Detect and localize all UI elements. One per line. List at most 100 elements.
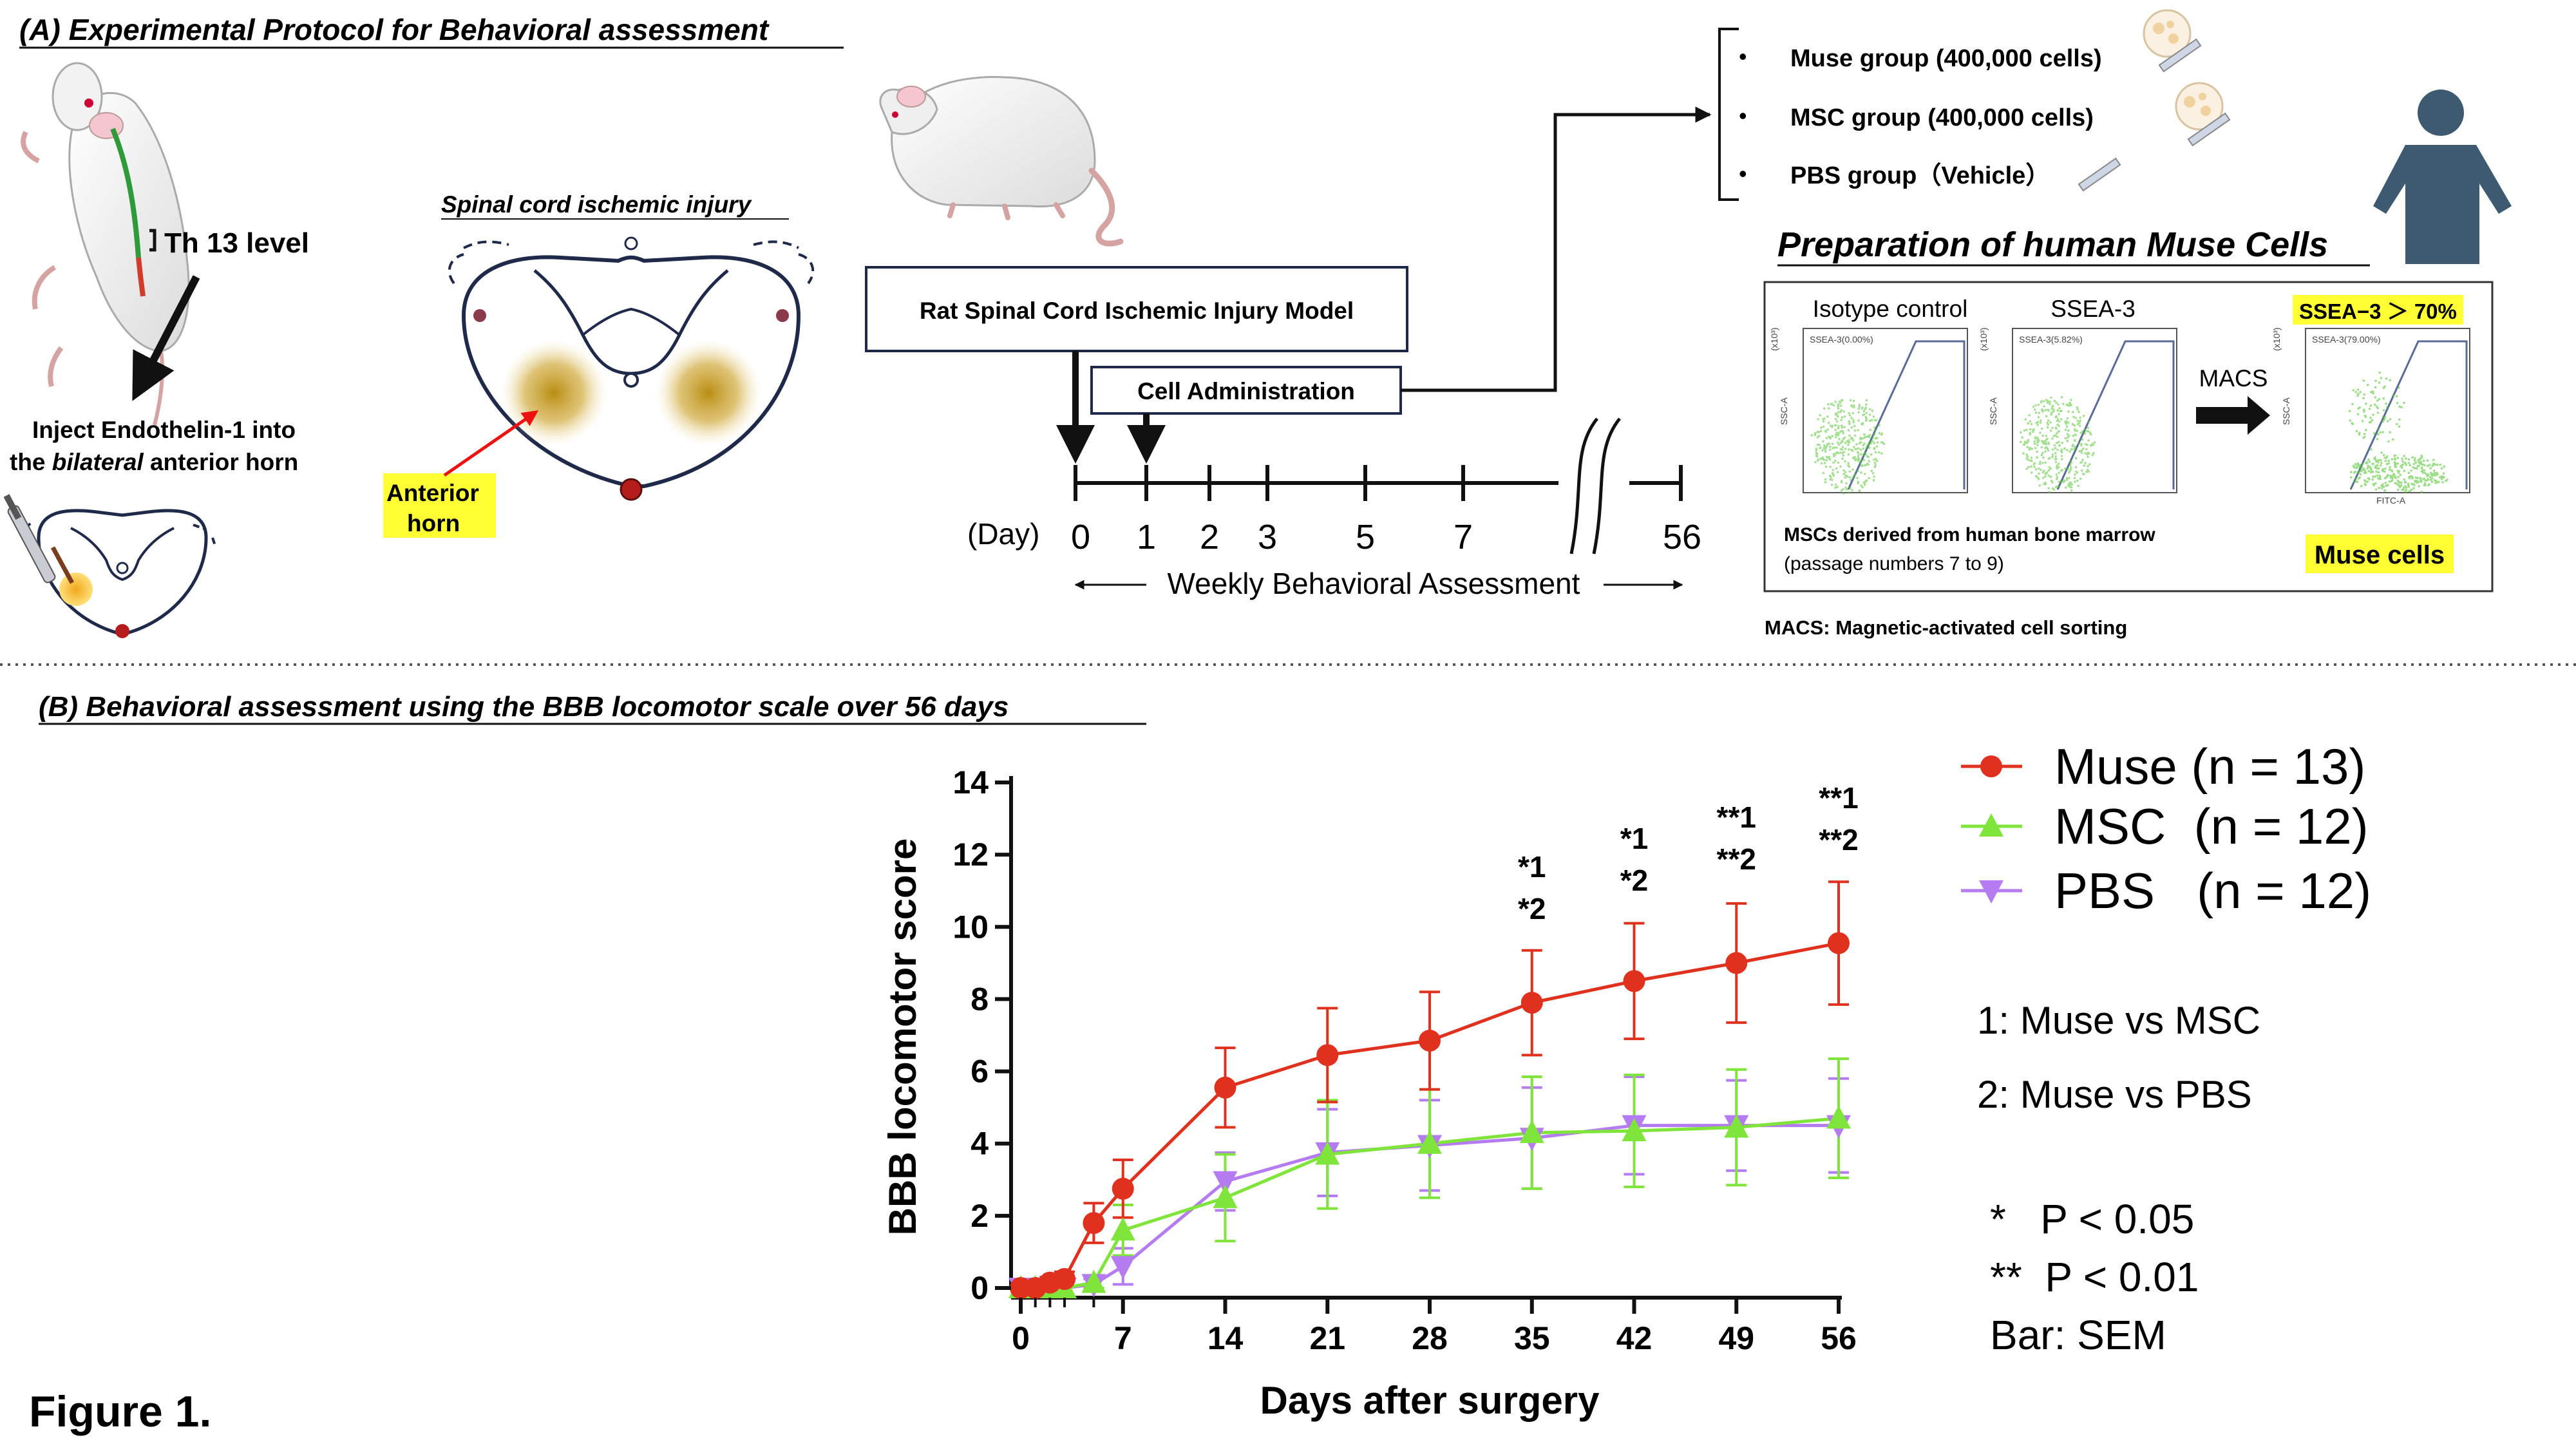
facs-x-sorted: FITC-A — [2376, 495, 2406, 506]
facs-event-dot — [2393, 454, 2396, 457]
facs-event-dot — [1859, 441, 1862, 444]
facs-event-dot — [1841, 446, 1844, 448]
facs-event-dot — [2044, 481, 2047, 484]
facs-event-dot — [1844, 448, 1847, 450]
facs-event-dot — [1834, 429, 1837, 431]
facs-event-dot — [1868, 460, 1870, 462]
facs-event-dot — [2069, 464, 2072, 466]
facs-event-dot — [2087, 430, 2090, 433]
facs-event-dot — [1880, 452, 1883, 455]
facs-event-dot — [2079, 477, 2082, 480]
facs-event-dot — [2391, 469, 2393, 472]
facs-event-dot — [1864, 419, 1868, 422]
facs-event-dot — [1826, 428, 1829, 431]
facs-event-dot — [2374, 456, 2376, 459]
facs-event-dot — [1837, 441, 1839, 444]
facs-event-dot — [1860, 459, 1862, 462]
facs-event-dot — [2055, 432, 2058, 435]
facs-event-dot — [1868, 408, 1871, 411]
facs-event-dot — [2040, 400, 2043, 402]
facs-event-dot — [1815, 449, 1818, 452]
facs-event-dot — [1875, 419, 1878, 422]
facs-event-dot — [2089, 433, 2092, 436]
facs-event-dot — [1829, 424, 1832, 427]
facs-event-dot — [1859, 437, 1862, 439]
facs-event-dot — [2407, 471, 2410, 474]
facs-event-dot — [2085, 448, 2088, 451]
facs-event-dot — [2398, 418, 2401, 421]
facs-event-dot — [1853, 474, 1856, 477]
facs-event-dot — [2060, 480, 2063, 483]
x-tick-label: 0 — [1012, 1320, 1030, 1356]
facs-event-dot — [1844, 471, 1847, 473]
facs-event-dot — [2380, 459, 2382, 462]
facs-event-dot — [1840, 480, 1843, 482]
facs-event-dot — [2354, 466, 2356, 469]
facs-event-dot — [2356, 466, 2358, 469]
x-tick-label: 21 — [1309, 1320, 1345, 1356]
admin-box — [1090, 366, 1402, 415]
facs-event-dot — [2065, 477, 2069, 480]
facs-event-dot — [2032, 463, 2036, 466]
facs-event-dot — [1819, 457, 1822, 460]
facs-event-dot — [2038, 472, 2040, 475]
facs-event-dot — [2040, 408, 2043, 412]
facs-event-dot — [1861, 437, 1864, 440]
facs-event-dot — [2442, 472, 2445, 475]
th13-label: Th 13 level — [164, 227, 309, 259]
facs-event-dot — [2052, 410, 2055, 413]
facs-event-dot — [1873, 459, 1875, 461]
facs-event-dot — [2387, 420, 2389, 422]
facs-event-dot — [2066, 433, 2069, 435]
facs-event-dot — [2056, 409, 2059, 412]
facs-event-dot — [1864, 480, 1867, 483]
facs-event-dot — [2401, 457, 2403, 460]
facs-event-dot — [1878, 431, 1880, 435]
rat-side-illustration — [879, 76, 1124, 247]
facs-event-dot — [2054, 455, 2057, 458]
facs-event-dot — [2384, 468, 2387, 470]
pbs-legend-marker — [1979, 880, 2003, 904]
x-tick-label: 14 — [1208, 1320, 1244, 1356]
facs-event-dot — [2418, 462, 2421, 465]
facs-event-dot — [2030, 422, 2033, 426]
muse-point — [1316, 1044, 1339, 1066]
msc-point — [1213, 1184, 1238, 1208]
facs-event-dot — [2049, 421, 2052, 424]
weekly-assessment-label: Weekly Behavioral Assessment — [1168, 567, 1580, 600]
facs-event-dot — [2399, 486, 2401, 489]
facs-event-dot — [2361, 468, 2363, 471]
facs-event-dot — [1862, 453, 1865, 456]
facs-event-dot — [1832, 471, 1834, 475]
facs-event-dot — [2041, 471, 2044, 473]
facs-event-dot — [1815, 454, 1818, 457]
right-lesion — [656, 340, 761, 446]
facs-gate-ssea: SSEA-3(5.82%) — [2019, 334, 2083, 345]
panel-a-title: (A) Experimental Protocol for Behavioral… — [19, 13, 770, 46]
facs-event-dot — [2385, 377, 2388, 380]
facs-event-dot — [2079, 450, 2083, 452]
facs-event-dot — [2036, 450, 2038, 453]
facs-event-dot — [2076, 419, 2079, 422]
facs-event-dot — [2072, 434, 2074, 437]
facs-event-dot — [2412, 466, 2414, 469]
facs-event-dot — [1815, 452, 1818, 455]
facs-event-dot — [2396, 462, 2399, 465]
model-box-label: Rat Spinal Cord Ischemic Injury Model — [920, 298, 1354, 324]
facs-event-dot — [2404, 485, 2407, 488]
facs-event-dot — [2025, 468, 2028, 470]
facs-event-dot — [1852, 468, 1854, 471]
facs-event-dot — [2411, 456, 2414, 459]
spinal-cord-cross-section — [448, 236, 815, 501]
facs-event-dot — [2054, 460, 2058, 464]
bbb-chart: 0 2 4 6 8 10 12 14 0 7 14 21 28 35 42 49 56 *1 *2 *1 *2 **1 *… — [881, 764, 1859, 1422]
timeline-day-3: 3 — [1258, 518, 1277, 556]
facs-event-dot — [1827, 403, 1830, 406]
msc-legend-marker — [1979, 813, 2003, 837]
facs-event-dot — [2352, 389, 2355, 392]
facs-event-dot — [2044, 472, 2047, 475]
facs-event-dot — [2376, 474, 2379, 477]
facs-event-dot — [1865, 399, 1868, 402]
facs-event-dot — [1823, 407, 1826, 410]
facs-event-dot — [2052, 488, 2056, 491]
